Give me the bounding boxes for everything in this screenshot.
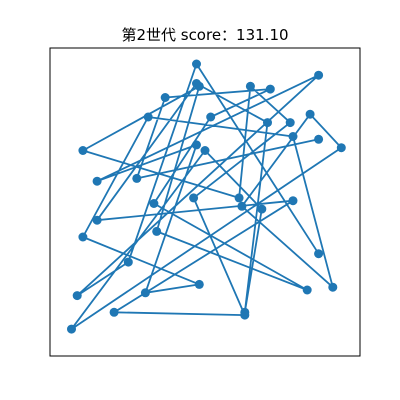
data-point xyxy=(92,215,102,225)
data-point xyxy=(192,59,201,69)
data-point xyxy=(263,118,272,128)
data-point xyxy=(288,132,298,141)
data-point xyxy=(314,70,324,80)
data-point xyxy=(265,84,275,94)
data-point xyxy=(237,201,247,211)
data-point xyxy=(152,226,162,236)
data-point xyxy=(149,199,159,208)
data-point xyxy=(314,134,324,144)
data-point xyxy=(194,81,204,91)
data-point xyxy=(336,143,346,153)
data-point xyxy=(234,193,244,203)
data-point xyxy=(200,146,210,155)
data-point xyxy=(314,249,324,259)
data-point xyxy=(123,257,133,267)
data-point xyxy=(240,310,250,320)
plot-frame xyxy=(49,47,361,357)
chart-title: 第2世代 score：131.10 xyxy=(121,26,288,44)
data-point xyxy=(302,285,312,295)
series-line xyxy=(70,63,343,331)
data-point xyxy=(67,324,76,334)
data-point xyxy=(92,176,102,186)
data-point xyxy=(143,112,153,122)
series-layer xyxy=(67,59,346,334)
data-point xyxy=(78,146,88,155)
data-point xyxy=(194,279,204,289)
data-point xyxy=(328,282,338,292)
data-point xyxy=(305,109,315,119)
data-point xyxy=(160,93,170,102)
data-point xyxy=(245,81,255,91)
data-point xyxy=(109,307,119,317)
data-point xyxy=(78,232,88,242)
data-point xyxy=(192,140,201,150)
data-point xyxy=(206,112,216,122)
data-point xyxy=(132,173,142,183)
data-point xyxy=(140,288,150,298)
data-point xyxy=(189,193,199,203)
data-point xyxy=(257,204,267,214)
data-point xyxy=(288,196,298,206)
data-point xyxy=(285,118,295,128)
data-point xyxy=(72,291,82,301)
